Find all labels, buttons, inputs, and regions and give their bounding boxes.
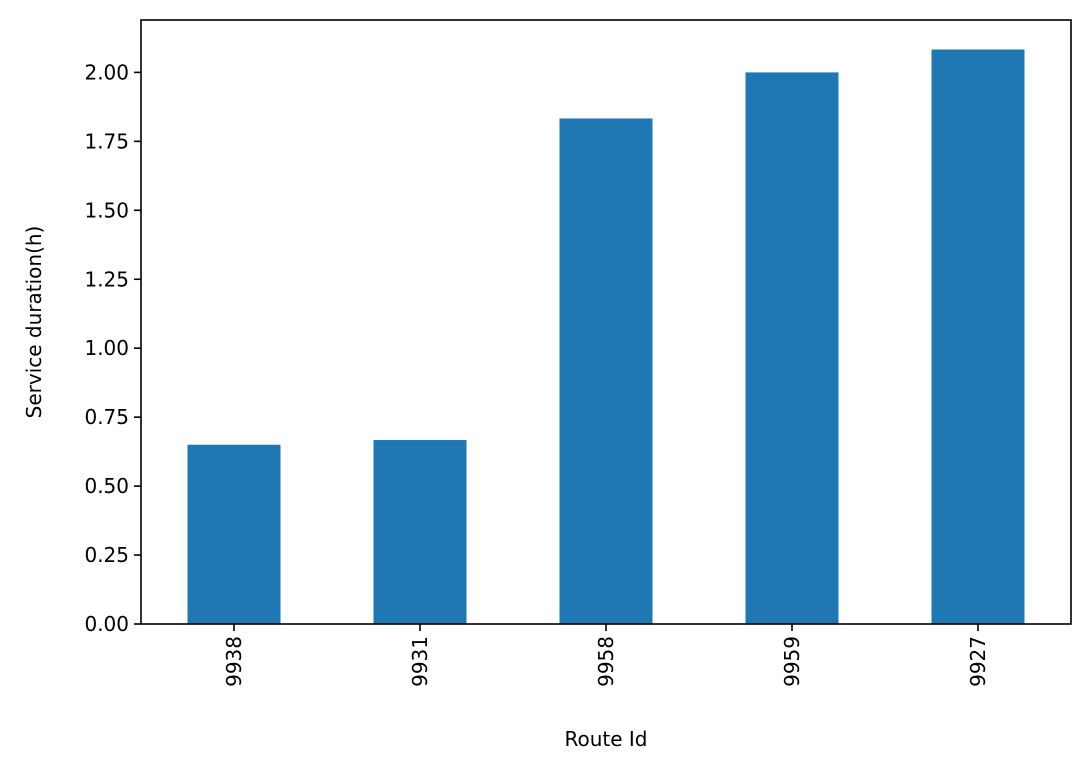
- bar-9938: [187, 444, 281, 624]
- y-tick-label: 0.25: [84, 543, 129, 567]
- x-tick-label: 9958: [594, 636, 618, 687]
- y-tick-label: 0.00: [84, 612, 129, 636]
- y-tick-label: 1.50: [84, 198, 129, 222]
- y-tick-label: 0.75: [84, 405, 129, 429]
- bar-9958: [559, 118, 653, 625]
- y-tick-label: 1.00: [84, 336, 129, 360]
- bars-group: [187, 49, 1025, 625]
- x-tick-label: 9927: [966, 636, 990, 687]
- bar-9959: [745, 72, 839, 624]
- y-tick-label: 1.25: [84, 267, 129, 291]
- y-tick-label: 1.75: [84, 129, 129, 153]
- plot-frame: [140, 19, 1072, 625]
- x-tick-label: 9931: [408, 636, 432, 687]
- y-tick-label: 0.50: [84, 474, 129, 498]
- y-tick-label: 2.00: [84, 60, 129, 84]
- y-axis: 0.00 0.25 0.50 0.75 1.00 1.25 1.50 1.75 2.00: [84, 60, 141, 636]
- x-tick-label: 9959: [780, 636, 804, 687]
- bar-9931: [373, 440, 467, 624]
- x-axis: 9938 9931 9958 9959 9927: [222, 624, 990, 687]
- x-tick-label: 9938: [222, 636, 246, 687]
- bar-9927: [931, 49, 1025, 624]
- x-axis-title: Route Id: [564, 727, 647, 751]
- y-axis-title: Service duration(h): [22, 226, 46, 419]
